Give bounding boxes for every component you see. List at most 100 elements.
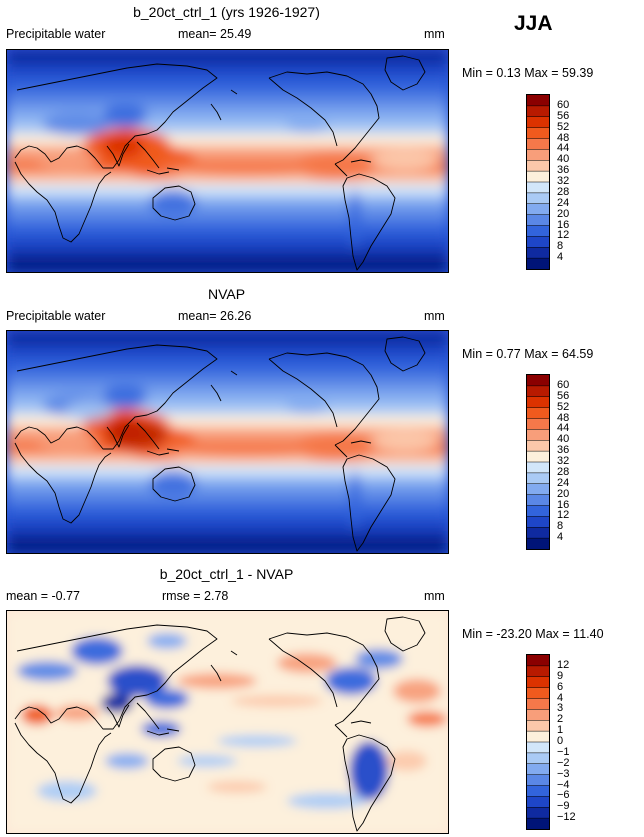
colorbar-swatch bbox=[527, 494, 549, 506]
colorbar-tick-label: 28 bbox=[557, 185, 570, 198]
colorbar-tick-label: 0 bbox=[557, 735, 564, 747]
colorbar-swatch bbox=[527, 127, 549, 139]
colorbar-swatch bbox=[527, 483, 549, 496]
colorbar-swatch bbox=[527, 698, 549, 710]
colorbar-tick-label: −4 bbox=[557, 778, 570, 791]
panel-2-title: NVAP bbox=[207, 286, 246, 302]
colorbar-tick-label: 36 bbox=[557, 164, 570, 177]
colorbar-tick-label: 52 bbox=[557, 400, 570, 413]
colorbar-swatch bbox=[527, 655, 549, 667]
colorbar-tick-label: 60 bbox=[557, 98, 570, 111]
colorbar-swatch bbox=[527, 182, 549, 194]
colorbar-swatch bbox=[527, 214, 549, 226]
colorbar-swatch bbox=[527, 160, 549, 172]
panel-3-colorbar bbox=[526, 654, 550, 830]
colorbar-swatch bbox=[527, 472, 549, 485]
colorbar-swatch bbox=[527, 418, 549, 430]
colorbar-swatch bbox=[527, 709, 549, 721]
panel-2-minmax: Min = 0.77 Max = 64.59 bbox=[462, 347, 594, 361]
panel-2-colorbar bbox=[526, 374, 550, 550]
colorbar-swatch bbox=[527, 774, 549, 786]
colorbar-tick-label: 24 bbox=[557, 196, 570, 209]
colorbar-tick-label: 12 bbox=[557, 658, 570, 671]
colorbar-swatch bbox=[527, 742, 549, 754]
panel-2-unit-label: mm bbox=[424, 309, 445, 323]
colorbar-swatch bbox=[527, 720, 549, 732]
panel-3-rmse-label: rmse = 2.78 bbox=[162, 589, 229, 603]
panel-2-map bbox=[6, 330, 449, 554]
colorbar-tick-label: 56 bbox=[557, 389, 570, 402]
colorbar-tick-label: 8 bbox=[557, 240, 564, 253]
colorbar-swatch bbox=[527, 429, 549, 441]
colorbar-swatch bbox=[527, 407, 549, 419]
panel-1-colorbar bbox=[526, 94, 550, 270]
colorbar-swatch bbox=[527, 385, 549, 398]
panel-3-title: b_20ct_ctrl_1 - NVAP bbox=[159, 566, 294, 582]
colorbar-tick-label: −3 bbox=[557, 767, 570, 780]
panel-3-mean-label: mean = -0.77 bbox=[6, 589, 81, 603]
colorbar-swatch bbox=[527, 396, 549, 409]
colorbar-tick-label: 9 bbox=[557, 669, 564, 682]
panel-1-title: b_20ct_ctrl_1 (yrs 1926-1927) bbox=[133, 4, 320, 20]
colorbar-swatch bbox=[527, 95, 549, 107]
colorbar-swatch bbox=[527, 785, 549, 797]
panel-2-left-label: Precipitable water bbox=[6, 309, 106, 323]
colorbar-tick-label: 16 bbox=[557, 218, 570, 231]
colorbar-tick-label: 4 bbox=[557, 531, 564, 544]
colorbar-tick-label: −12 bbox=[557, 811, 576, 824]
colorbar-tick-label: 52 bbox=[557, 120, 570, 133]
colorbar-tick-label: 48 bbox=[557, 131, 570, 144]
colorbar-swatch bbox=[527, 665, 549, 678]
season-label: JJA bbox=[514, 12, 553, 35]
colorbar-tick-label: −2 bbox=[557, 756, 570, 769]
colorbar-swatch bbox=[527, 538, 549, 549]
colorbar-swatch bbox=[527, 818, 549, 829]
panel-1-mean-label: mean= 25.49 bbox=[178, 27, 252, 41]
colorbar-swatch bbox=[527, 440, 549, 452]
colorbar-tick-label: 24 bbox=[557, 476, 570, 489]
colorbar-swatch bbox=[527, 116, 549, 129]
colorbar-tick-label: 32 bbox=[557, 455, 570, 467]
colorbar-swatch bbox=[527, 375, 549, 387]
panel-3-unit-label: mm bbox=[424, 589, 445, 603]
colorbar-tick-label: 16 bbox=[557, 498, 570, 511]
colorbar-tick-label: 44 bbox=[557, 142, 570, 155]
colorbar-tick-label: 40 bbox=[557, 433, 570, 446]
colorbar-tick-label: 1 bbox=[557, 724, 564, 737]
colorbar-tick-label: 12 bbox=[557, 229, 570, 242]
colorbar-tick-label: 32 bbox=[557, 175, 570, 187]
panel-1-minmax: Min = 0.13 Max = 59.39 bbox=[462, 66, 594, 80]
colorbar-tick-label: 20 bbox=[557, 487, 570, 500]
colorbar-swatch bbox=[527, 516, 549, 528]
panel-1-unit-label: mm bbox=[424, 27, 445, 41]
colorbar-swatch bbox=[527, 752, 549, 765]
colorbar-swatch bbox=[527, 676, 549, 689]
panel-1-map bbox=[6, 49, 449, 273]
colorbar-swatch bbox=[527, 807, 549, 819]
colorbar-tick-label: 44 bbox=[557, 422, 570, 435]
colorbar-swatch bbox=[527, 687, 549, 699]
colorbar-swatch bbox=[527, 192, 549, 205]
colorbar-swatch bbox=[527, 247, 549, 259]
colorbar-swatch bbox=[527, 505, 549, 517]
colorbar-tick-label: 36 bbox=[557, 444, 570, 457]
colorbar-tick-label: 4 bbox=[557, 691, 564, 704]
colorbar-tick-label: 40 bbox=[557, 153, 570, 166]
colorbar-swatch bbox=[527, 796, 549, 808]
panel-3-minmax: Min = -23.20 Max = 11.40 bbox=[462, 627, 604, 641]
colorbar-swatch bbox=[527, 258, 549, 269]
colorbar-tick-label: 20 bbox=[557, 207, 570, 220]
colorbar-swatch bbox=[527, 763, 549, 776]
colorbar-tick-label: 48 bbox=[557, 411, 570, 424]
colorbar-tick-label: −6 bbox=[557, 789, 570, 802]
colorbar-tick-label: 56 bbox=[557, 109, 570, 122]
colorbar-tick-label: 12 bbox=[557, 509, 570, 522]
colorbar-tick-label: 28 bbox=[557, 465, 570, 478]
colorbar-swatch bbox=[527, 451, 549, 463]
colorbar-swatch bbox=[527, 149, 549, 161]
colorbar-swatch bbox=[527, 203, 549, 216]
colorbar-swatch bbox=[527, 527, 549, 539]
colorbar-swatch bbox=[527, 225, 549, 237]
panel-2-mean-label: mean= 26.26 bbox=[178, 309, 252, 323]
panel-1-left-label: Precipitable water bbox=[6, 27, 106, 41]
